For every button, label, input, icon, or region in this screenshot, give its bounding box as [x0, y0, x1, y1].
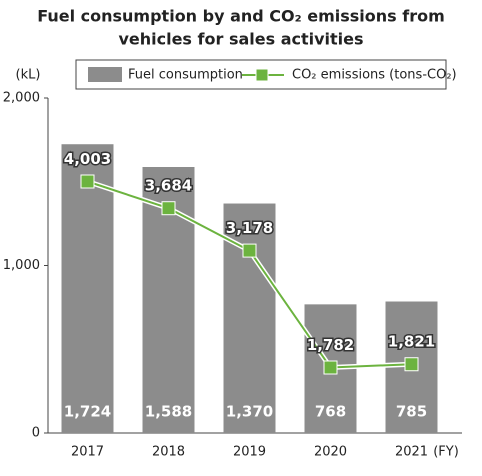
x-tick-label: 2018: [152, 445, 185, 460]
bar-value-label: 785: [396, 403, 427, 421]
legend-label: CO₂ emissions (tons-CO₂): [292, 68, 457, 83]
line-value-label: 3,684: [145, 177, 192, 195]
line-value-label: 4,003: [64, 150, 111, 168]
x-tick-label: 2017: [71, 445, 104, 460]
legend-label: Fuel consumption: [128, 68, 243, 83]
bar-value-label: 768: [315, 403, 346, 421]
legend-swatch: [88, 67, 122, 82]
line-marker: [323, 360, 338, 375]
bar-value-label: 1,724: [64, 403, 111, 421]
legend-swatch: [255, 68, 269, 82]
line-marker: [80, 174, 95, 189]
line-value-label: 1,821: [388, 333, 435, 351]
bar-value-label: 1,588: [145, 403, 192, 421]
x-tick-label: 2020: [314, 445, 347, 460]
chart-title: vehicles for sales activities: [118, 30, 363, 49]
y-tick-label: 0: [32, 426, 40, 441]
x-tick-label: 2021: [395, 445, 428, 460]
x-tick-label: 2019: [233, 445, 266, 460]
line-value-label: 3,178: [226, 219, 273, 237]
x-axis-label: (FY): [433, 445, 459, 460]
bar-value-label: 1,370: [226, 403, 273, 421]
line-marker: [242, 243, 257, 258]
line-marker: [404, 357, 419, 372]
y-axis-label: (kL): [16, 68, 41, 83]
bar: [61, 144, 114, 434]
line-marker: [161, 201, 176, 216]
bar: [223, 203, 276, 433]
chart-title: Fuel consumption by and CO₂ emissions fr…: [37, 7, 445, 26]
y-tick-label: 1,000: [3, 258, 40, 273]
y-tick-label: 2,000: [3, 91, 40, 106]
line-value-label: 1,782: [307, 336, 354, 354]
